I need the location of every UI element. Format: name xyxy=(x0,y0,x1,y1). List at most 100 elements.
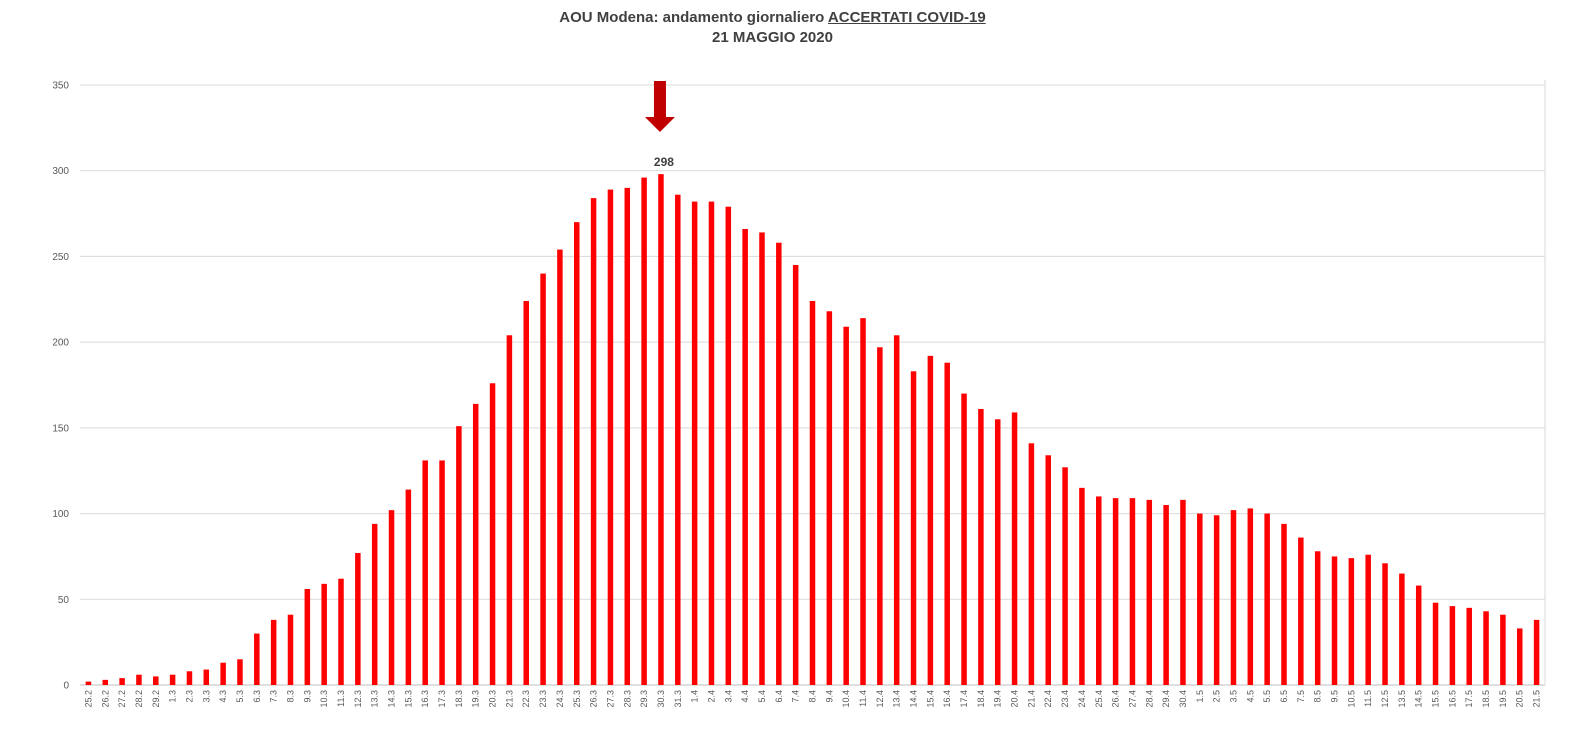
bar xyxy=(624,187,631,685)
x-tick-label: 17.3 xyxy=(437,690,447,708)
x-tick-label: 21.5 xyxy=(1532,690,1542,708)
bar xyxy=(877,347,883,685)
x-tick-label: 5.5 xyxy=(1262,690,1272,703)
x-tick-label: 25.4 xyxy=(1094,690,1104,708)
x-tick-label: 1.5 xyxy=(1195,690,1205,703)
x-tick-label: 24.4 xyxy=(1077,690,1087,708)
x-tick-label: 5.3 xyxy=(235,690,245,703)
x-tick-label: 27.4 xyxy=(1127,690,1137,708)
bar xyxy=(776,242,782,685)
x-tick-label: 5.4 xyxy=(757,690,767,703)
bar xyxy=(691,201,698,686)
x-tick-label: 26.4 xyxy=(1111,690,1121,708)
bar xyxy=(1129,498,1136,685)
x-tick-label: 9.3 xyxy=(302,690,312,703)
bar xyxy=(1045,455,1051,685)
x-tick-label: 16.5 xyxy=(1447,690,1457,708)
x-tick-label: 18.5 xyxy=(1481,690,1491,708)
bar xyxy=(1028,443,1035,685)
bar xyxy=(1314,551,1321,685)
x-tick-label: 2.4 xyxy=(706,690,716,703)
x-tick-label: 1.3 xyxy=(168,690,178,703)
bar xyxy=(557,249,563,686)
x-tick-label: 14.5 xyxy=(1414,690,1424,708)
x-tick-label: 19.3 xyxy=(471,690,481,708)
peak-arrow-shaft xyxy=(653,81,666,117)
y-tick-label: 50 xyxy=(58,595,70,606)
x-tick-label: 20.3 xyxy=(488,690,498,708)
bar xyxy=(843,326,849,685)
x-tick-label: 28.3 xyxy=(622,690,632,708)
bar xyxy=(1079,487,1085,685)
x-tick-label: 7.5 xyxy=(1296,690,1306,703)
bar xyxy=(1163,505,1169,685)
x-tick-label: 14.3 xyxy=(387,690,397,708)
bar xyxy=(1365,554,1371,685)
x-tick-label: 29.3 xyxy=(639,690,649,708)
bar xyxy=(1264,513,1270,685)
bar xyxy=(1483,611,1489,685)
x-tick-label: 26.3 xyxy=(589,690,599,708)
bar xyxy=(540,273,546,685)
bar xyxy=(658,174,664,685)
bar xyxy=(85,681,92,685)
x-tick-label: 4.5 xyxy=(1245,690,1255,703)
x-tick-label: 28.4 xyxy=(1144,690,1154,708)
bar xyxy=(1399,573,1405,685)
bar xyxy=(893,335,900,685)
x-tick-label: 6.5 xyxy=(1279,690,1289,703)
x-tick-label: 19.4 xyxy=(993,690,1003,708)
x-tick-label: 21.3 xyxy=(504,690,514,708)
bar xyxy=(237,659,243,685)
bar xyxy=(472,403,479,685)
x-tick-label: 18.3 xyxy=(454,690,464,708)
y-tick-label: 300 xyxy=(52,166,69,177)
x-tick-label: 27.3 xyxy=(605,690,615,708)
chart-subtitle: 21 MAGGIO 2020 xyxy=(712,29,833,46)
x-tick-label: 3.3 xyxy=(201,690,211,703)
x-tick-label: 28.2 xyxy=(134,690,144,708)
chart-title-prefix: AOU Modena: andamento giornaliero xyxy=(559,9,828,26)
y-tick-label: 0 xyxy=(63,681,69,692)
x-tick-label: 10.5 xyxy=(1346,690,1356,708)
bar xyxy=(1516,628,1523,685)
bar xyxy=(371,523,378,685)
bar xyxy=(927,355,934,685)
bar xyxy=(1500,614,1506,685)
x-tick-label: 2.5 xyxy=(1212,690,1222,703)
x-tick-label: 12.4 xyxy=(875,690,885,708)
bar xyxy=(1146,499,1153,685)
bar xyxy=(220,662,226,685)
peak-value-label: 298 xyxy=(654,155,674,169)
y-tick-label: 200 xyxy=(52,338,69,349)
x-tick-label: 11.5 xyxy=(1363,690,1373,707)
y-tick-label: 150 xyxy=(52,423,69,434)
bar xyxy=(759,232,765,685)
x-tick-label: 30.4 xyxy=(1178,690,1188,708)
bar xyxy=(607,189,614,686)
bar xyxy=(574,222,580,685)
bar xyxy=(708,201,715,686)
bar xyxy=(1247,508,1254,685)
chart-title: AOU Modena: andamento giornaliero ACCERT… xyxy=(0,8,1545,48)
bar xyxy=(910,371,917,685)
bar xyxy=(809,301,816,685)
bar xyxy=(186,671,193,685)
bar xyxy=(860,318,866,685)
bar xyxy=(1449,606,1456,685)
x-tick-label: 2.3 xyxy=(184,690,194,703)
bar xyxy=(1331,556,1338,685)
bar xyxy=(792,265,799,685)
x-tick-label: 22.3 xyxy=(521,690,531,708)
bar xyxy=(1298,537,1304,685)
x-tick-label: 24.3 xyxy=(555,690,565,708)
x-tick-label: 20.5 xyxy=(1515,690,1525,708)
x-tick-label: 4.4 xyxy=(740,690,750,703)
peak-arrow-icon xyxy=(644,117,675,132)
x-tick-label: 29.4 xyxy=(1161,690,1171,708)
x-tick-label: 25.2 xyxy=(83,690,93,708)
x-tick-label: 15.4 xyxy=(925,690,935,708)
bar xyxy=(1533,619,1540,685)
y-tick-label: 350 xyxy=(52,81,69,92)
x-tick-label: 10.3 xyxy=(319,690,329,708)
